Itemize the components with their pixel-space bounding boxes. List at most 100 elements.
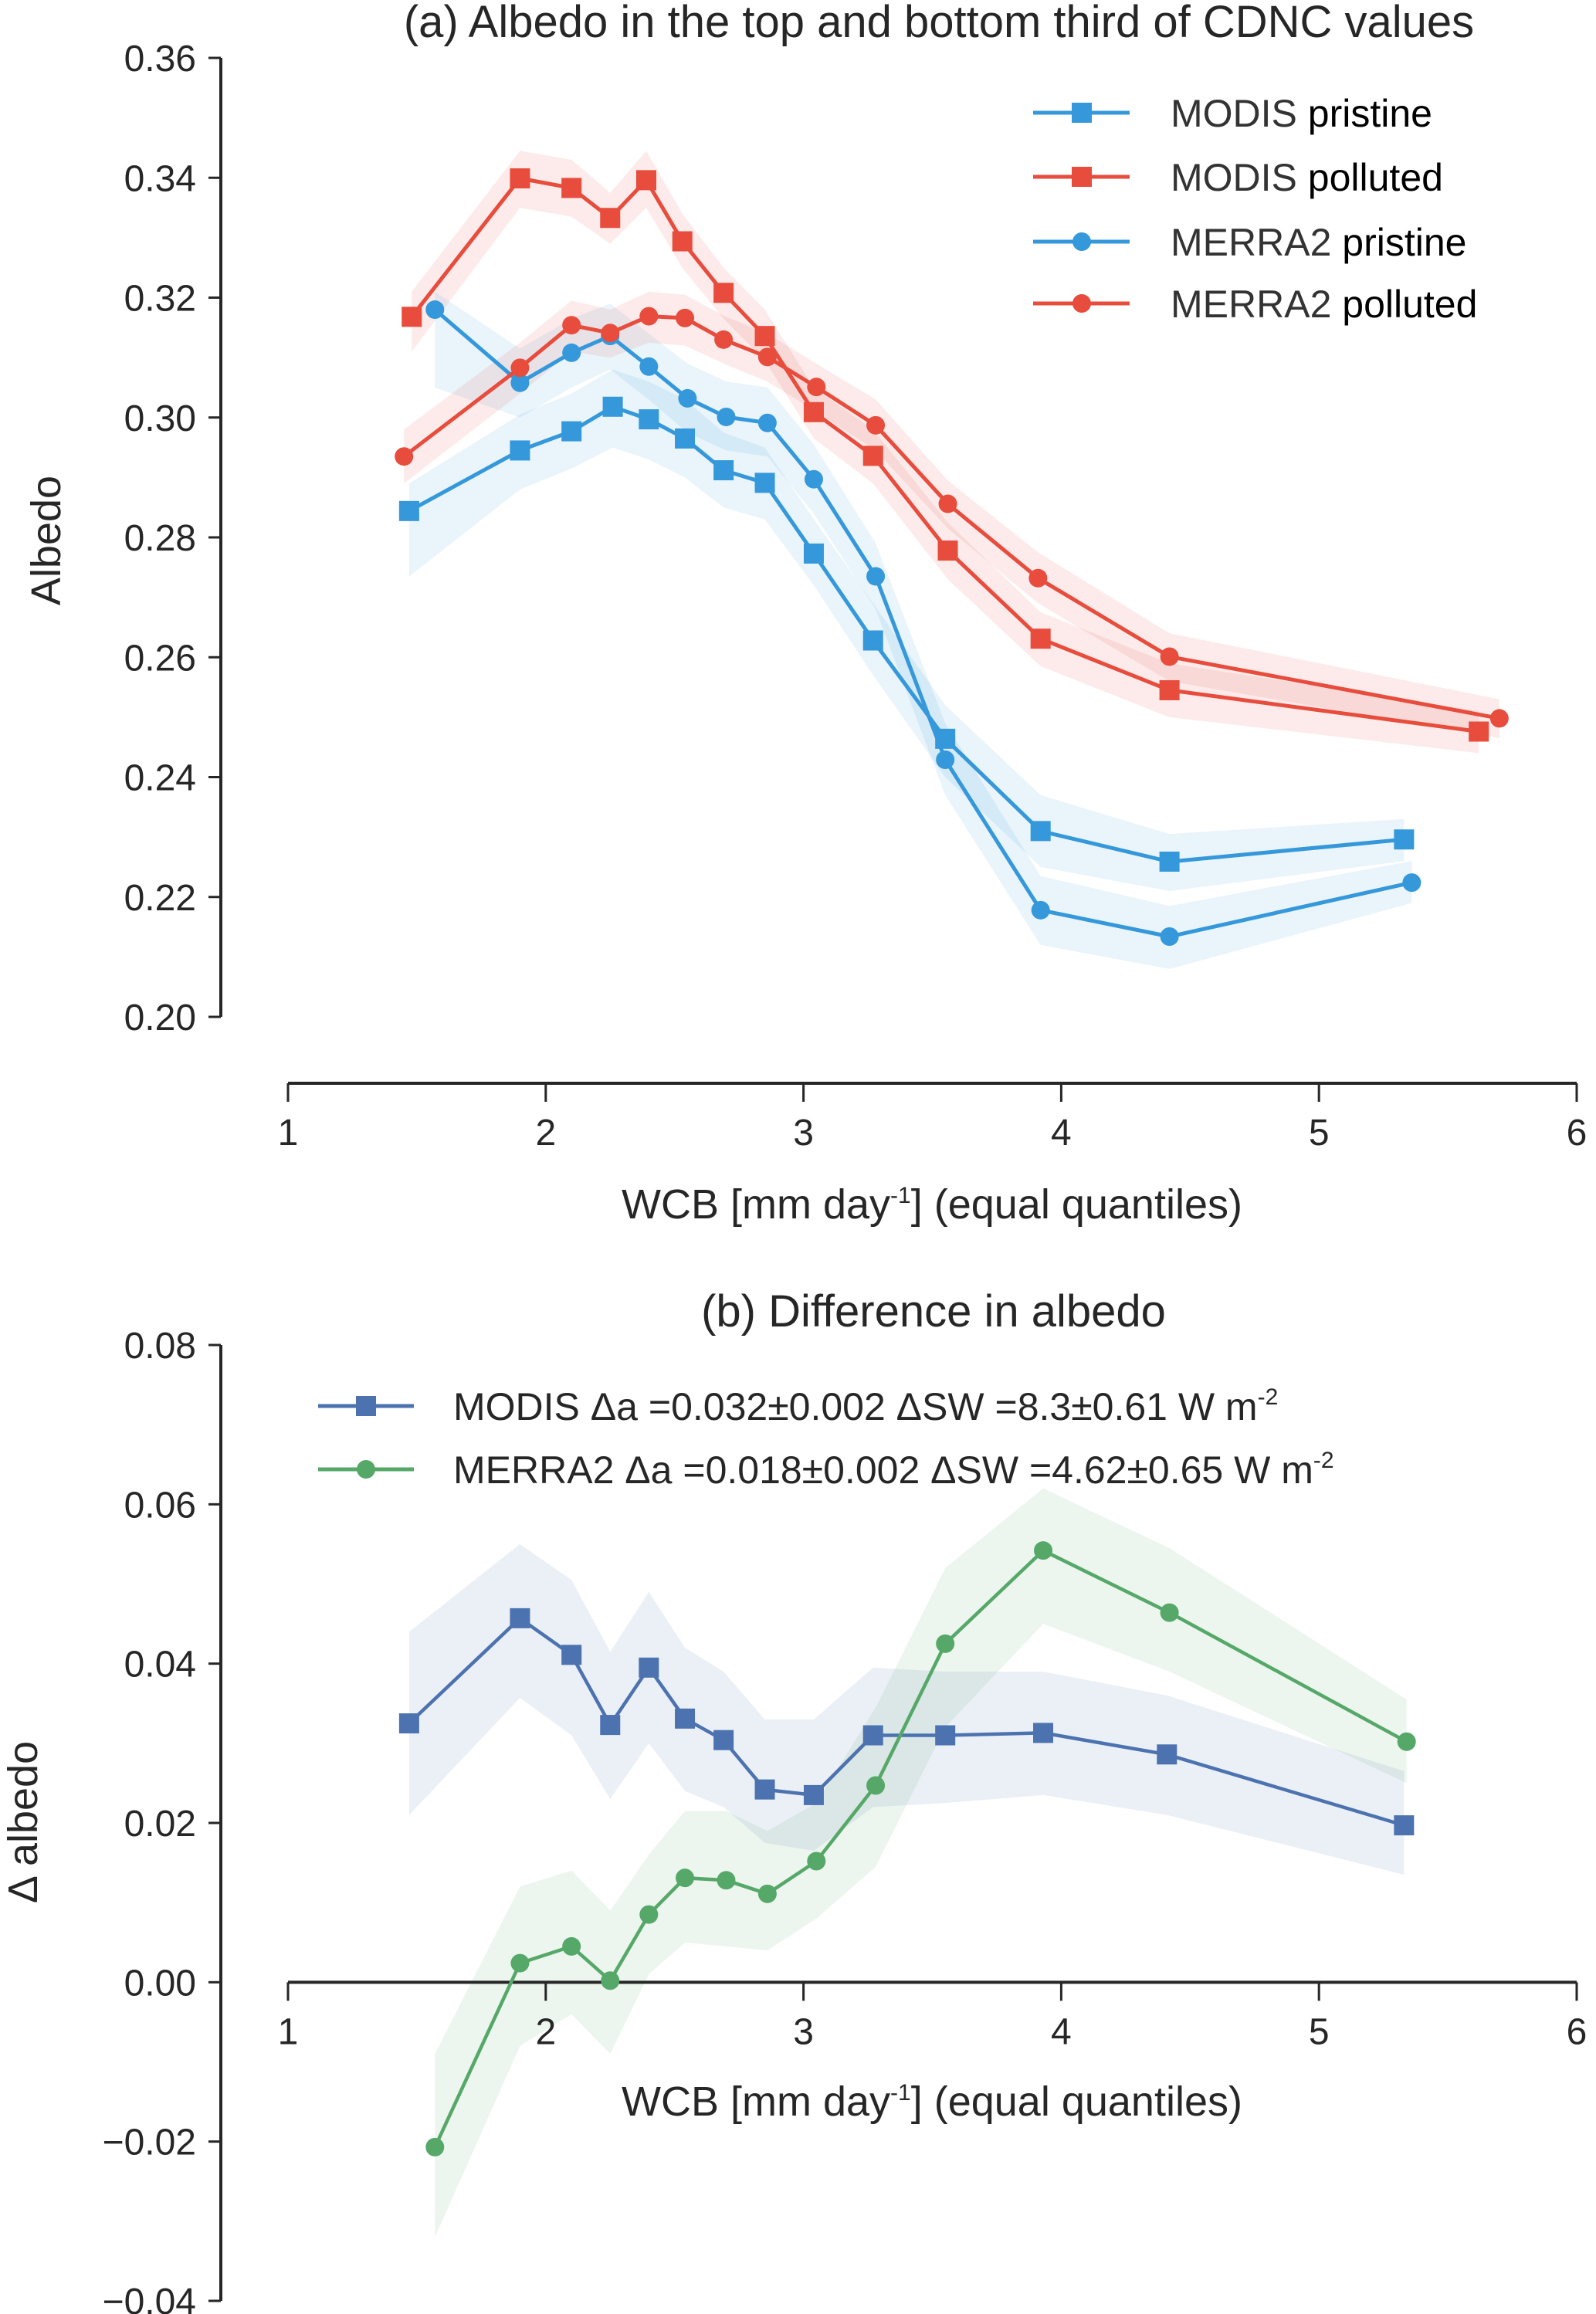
modis-pristine-point (754, 473, 775, 493)
legend-superscript: -2 (1258, 1384, 1279, 1410)
panel-a-legend: MODIS pristine MODIS polluted MERRA2 prist… (1033, 92, 1477, 326)
x-tick-label: 5 (1309, 2011, 1330, 2052)
legend-item-modis: MODIS Δa =0.032±0.002 ΔSW =8.3±0.61 W m-… (318, 1384, 1278, 1428)
modis-pristine-point (713, 460, 734, 481)
x-tick-label: 4 (1051, 2011, 1072, 2052)
modis-point (754, 1779, 775, 1800)
y-tick-label: 0.24 (124, 758, 196, 799)
legend-label: MERRA2 pristine (1171, 221, 1466, 264)
legend-item-merra2-pristine: MERRA2 pristine (1033, 221, 1466, 264)
modis-line (408, 1616, 1405, 1828)
modis-point (510, 1608, 530, 1628)
x-tick-label: 1 (278, 1113, 299, 1154)
legend-label: MERRA2 polluted (1171, 283, 1477, 326)
merra2-polluted-point (1028, 568, 1048, 588)
y-tick-label: 0.30 (124, 398, 196, 439)
legend-circle-marker-icon (1072, 232, 1091, 251)
merra2-point (639, 1905, 659, 1924)
x-tick-label: 4 (1051, 1113, 1072, 1154)
modis-point (561, 1645, 582, 1665)
legend-dataset-name: MODIS (1171, 156, 1308, 199)
x-label-suffix: ] (equal quantiles) (911, 1181, 1242, 1228)
y-tick-label: 0.22 (124, 878, 196, 919)
panel-b-y-axis: −0.04 −0.02 0.00 0.02 0.04 0.06 0.08 (103, 1326, 222, 2314)
merra2-point (676, 1868, 695, 1888)
modis-confidence-band (408, 1543, 1405, 1875)
merra2-polluted-point (807, 378, 826, 397)
modis-point (600, 1715, 621, 1736)
modis-pristine-point (639, 409, 659, 430)
panel-b-confidence-bands (408, 1488, 1407, 2238)
modis-polluted-point (1030, 628, 1051, 649)
merra2-pristine-point (510, 373, 530, 392)
x-tick-label: 2 (535, 2011, 556, 2052)
merra2-point (936, 1634, 955, 1653)
legend-condition: pristine (1342, 221, 1466, 264)
legend-circle-marker-icon (357, 1460, 375, 1479)
legend-condition: pristine (1308, 92, 1432, 135)
merra2-pristine-point (425, 300, 445, 320)
panel-a-y-axis: 0.20 0.22 0.24 0.26 0.28 0.30 0.32 0.34 0.36 (124, 39, 222, 1038)
modis-point (639, 1657, 659, 1678)
modis-point (803, 1784, 824, 1805)
modis-polluted-point (672, 231, 693, 252)
legend-dataset-name: MERRA2 (1171, 283, 1342, 326)
modis-pristine-confidence-band (408, 369, 1405, 892)
panel-b-legend: MODIS Δa =0.032±0.002 ΔSW =8.3±0.61 W m-… (318, 1384, 1334, 1492)
modis-pristine-point (935, 728, 956, 749)
merra2-polluted-point (714, 330, 734, 349)
legend-dataset-name: MODIS (1171, 92, 1308, 135)
merra2-polluted-point (757, 347, 777, 367)
x-label-main: WCB [mm day (622, 2079, 890, 2125)
modis-polluted-point (862, 446, 883, 466)
merra2-point (757, 1884, 777, 1903)
merra2-pristine-point (757, 413, 777, 432)
merra2-point (601, 1971, 620, 1990)
modis-polluted-point (600, 208, 621, 229)
merra2-point (562, 1936, 581, 1956)
merra2-pristine-point (804, 469, 823, 489)
merra2-pristine-point (1402, 873, 1421, 893)
x-tick-label: 6 (1567, 2011, 1588, 2052)
legend-item-modis-polluted: MODIS polluted (1033, 156, 1443, 199)
modis-polluted-point (1159, 679, 1180, 700)
modis-polluted-point (937, 540, 958, 561)
x-tick-label: 6 (1567, 1113, 1588, 1154)
legend-item-modis-pristine: MODIS pristine (1033, 92, 1432, 135)
y-tick-label: −0.02 (103, 2123, 196, 2163)
modis-pristine-point (803, 543, 824, 564)
x-tick-label: 5 (1309, 1113, 1330, 1154)
merra2-pristine-point (717, 407, 736, 426)
merra2-point (717, 1871, 736, 1890)
legend-text: MERRA2 Δa =0.018±0.002 ΔSW =4.62±0.65 W … (453, 1448, 1313, 1492)
modis-pristine-point (1394, 829, 1415, 850)
panel-b-x-axis: 1 2 3 4 5 6 (278, 1980, 1588, 2052)
merra2-pristine-point (562, 343, 581, 362)
merra2-pristine-point (866, 567, 886, 586)
modis-pristine-point (510, 440, 530, 461)
modis-point (713, 1730, 734, 1750)
panel-a-markers (395, 168, 1509, 946)
panel-a-x-axis-label: WCB [mm day-1] (equal quantiles) (622, 1181, 1242, 1228)
merra2-point (866, 1776, 886, 1795)
legend-text: MODIS Δa =0.032±0.002 ΔSW =8.3±0.61 W m (453, 1385, 1258, 1428)
merra2-point (425, 2137, 445, 2156)
merra2-point (510, 1953, 530, 1973)
legend-superscript: -2 (1313, 1448, 1334, 1473)
x-tick-label: 3 (793, 2011, 814, 2052)
legend-square-marker-icon (356, 1396, 376, 1416)
modis-point (935, 1725, 956, 1746)
modis-point (675, 1708, 696, 1729)
modis-pristine-point (398, 500, 419, 521)
y-tick-label: −0.04 (103, 2282, 196, 2314)
panel-b-x-axis-label: WCB [mm day-1] (equal quantiles) (622, 2079, 1242, 2125)
y-tick-label: 0.32 (124, 279, 196, 320)
y-tick-label: 0.20 (124, 998, 196, 1038)
modis-polluted-point (1469, 721, 1489, 742)
x-label-suffix: ] (equal quantiles) (911, 2079, 1242, 2125)
x-tick-label: 3 (793, 1113, 814, 1154)
legend-circle-marker-icon (1072, 294, 1091, 313)
y-tick-label: 0.04 (124, 1645, 196, 1686)
merra2-pristine-point (936, 750, 955, 769)
